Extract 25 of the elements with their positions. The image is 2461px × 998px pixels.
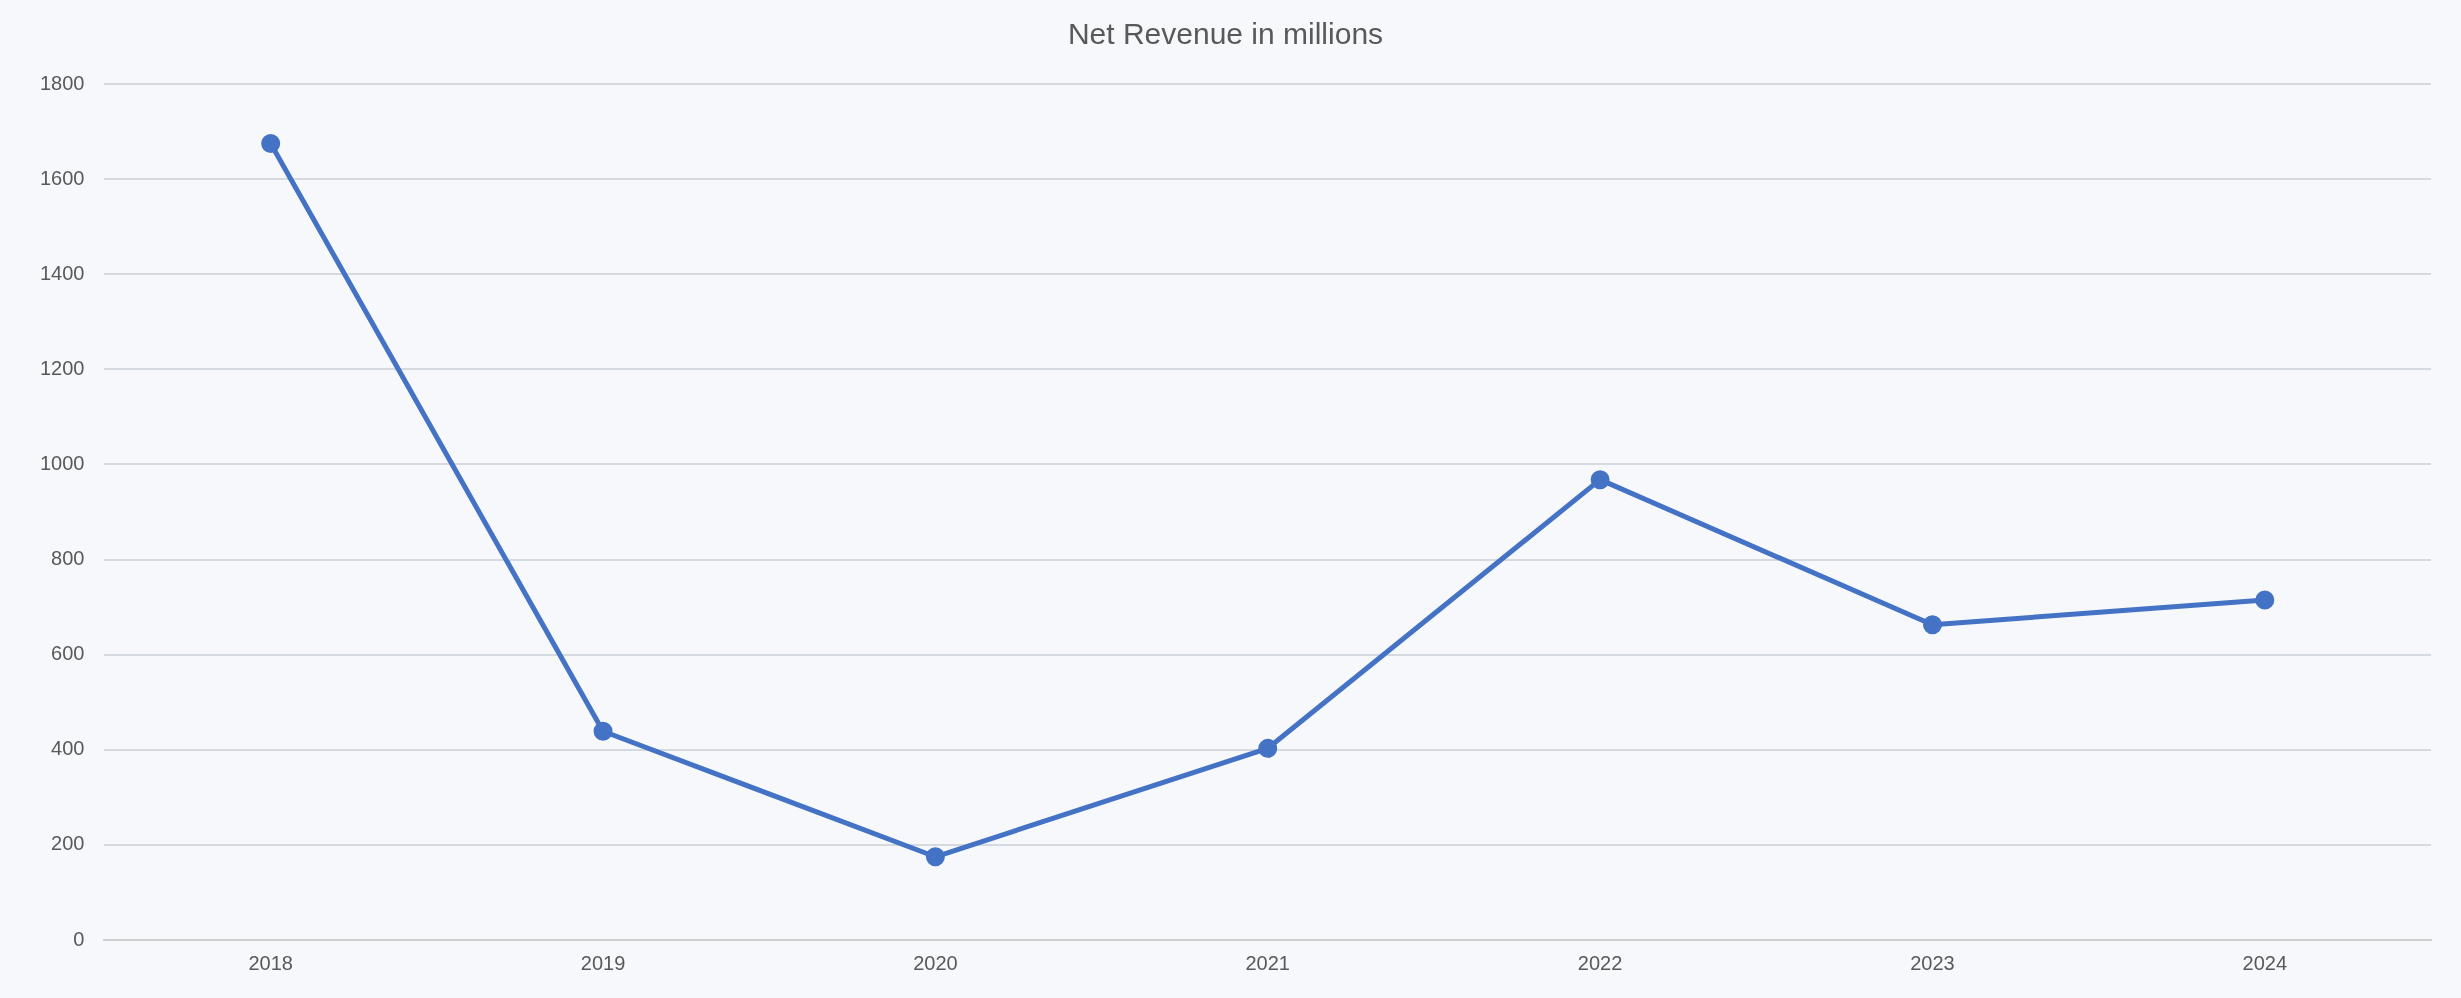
chart-title: Net Revenue in millions (1067, 17, 1384, 51)
y-tick-label: 600 (51, 642, 85, 665)
x-tick-label: 2020 (913, 951, 958, 974)
y-tick-label: 1600 (39, 166, 85, 189)
y-tick-label: 1400 (39, 261, 85, 284)
y-tick-label: 1000 (39, 451, 85, 474)
x-tick-label: 2023 (1910, 951, 1955, 974)
point (1590, 470, 1610, 490)
y-tick-label: 800 (51, 547, 85, 570)
x-tick-label: 2022 (1577, 951, 1623, 974)
y-tick-label: 0 (73, 927, 85, 950)
point (2255, 590, 2275, 610)
point (1922, 615, 1942, 635)
point (925, 847, 945, 867)
x-tick-label: 2021 (1245, 951, 1290, 974)
point (261, 133, 281, 153)
x-tick-label: 2019 (580, 951, 626, 974)
x-tick-label: 2024 (2242, 951, 2288, 974)
y-tick-label: 1800 (39, 71, 85, 94)
point (1258, 738, 1278, 758)
x-tick-label: 2018 (248, 951, 293, 974)
y-tick-label: 200 (51, 832, 85, 855)
y-tick-label: 1200 (39, 356, 85, 379)
y-tick-label: 400 (51, 737, 85, 760)
point (593, 721, 613, 741)
